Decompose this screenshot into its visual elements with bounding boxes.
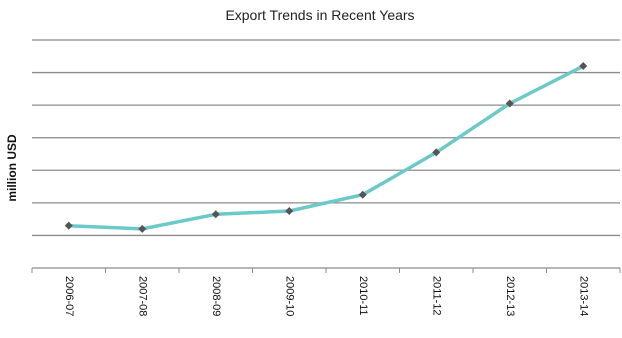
x-tick-label: 2006-07 [63, 276, 75, 316]
x-tick-label: 2008-09 [210, 276, 222, 316]
data-markers [64, 62, 588, 233]
data-point [358, 190, 367, 199]
data-point [138, 224, 147, 233]
data-series [67, 64, 586, 231]
chart-title: Export Trends in Recent Years [225, 7, 414, 23]
series-line [67, 64, 586, 231]
gridlines [32, 39, 620, 237]
data-point [285, 207, 294, 215]
data-point [64, 221, 73, 230]
data-point [211, 210, 220, 219]
x-tick-label: 2010-11 [357, 276, 369, 316]
x-tick-label: 2007-08 [136, 276, 148, 316]
y-axis-title: million USD [5, 134, 19, 202]
x-tick-label: 2011-12 [430, 276, 442, 316]
data-point [579, 62, 588, 71]
x-tick-labels: 2006-07 2007-08 2008-09 2009-10 2010-11 2011-… [63, 276, 590, 316]
x-tick-label: 2009-10 [283, 276, 295, 316]
x-axis [31, 267, 621, 273]
x-tick-label: 2013-14 [577, 276, 589, 316]
x-tick-label: 2012-13 [504, 276, 516, 316]
data-point [505, 99, 514, 108]
data-point [432, 148, 441, 157]
